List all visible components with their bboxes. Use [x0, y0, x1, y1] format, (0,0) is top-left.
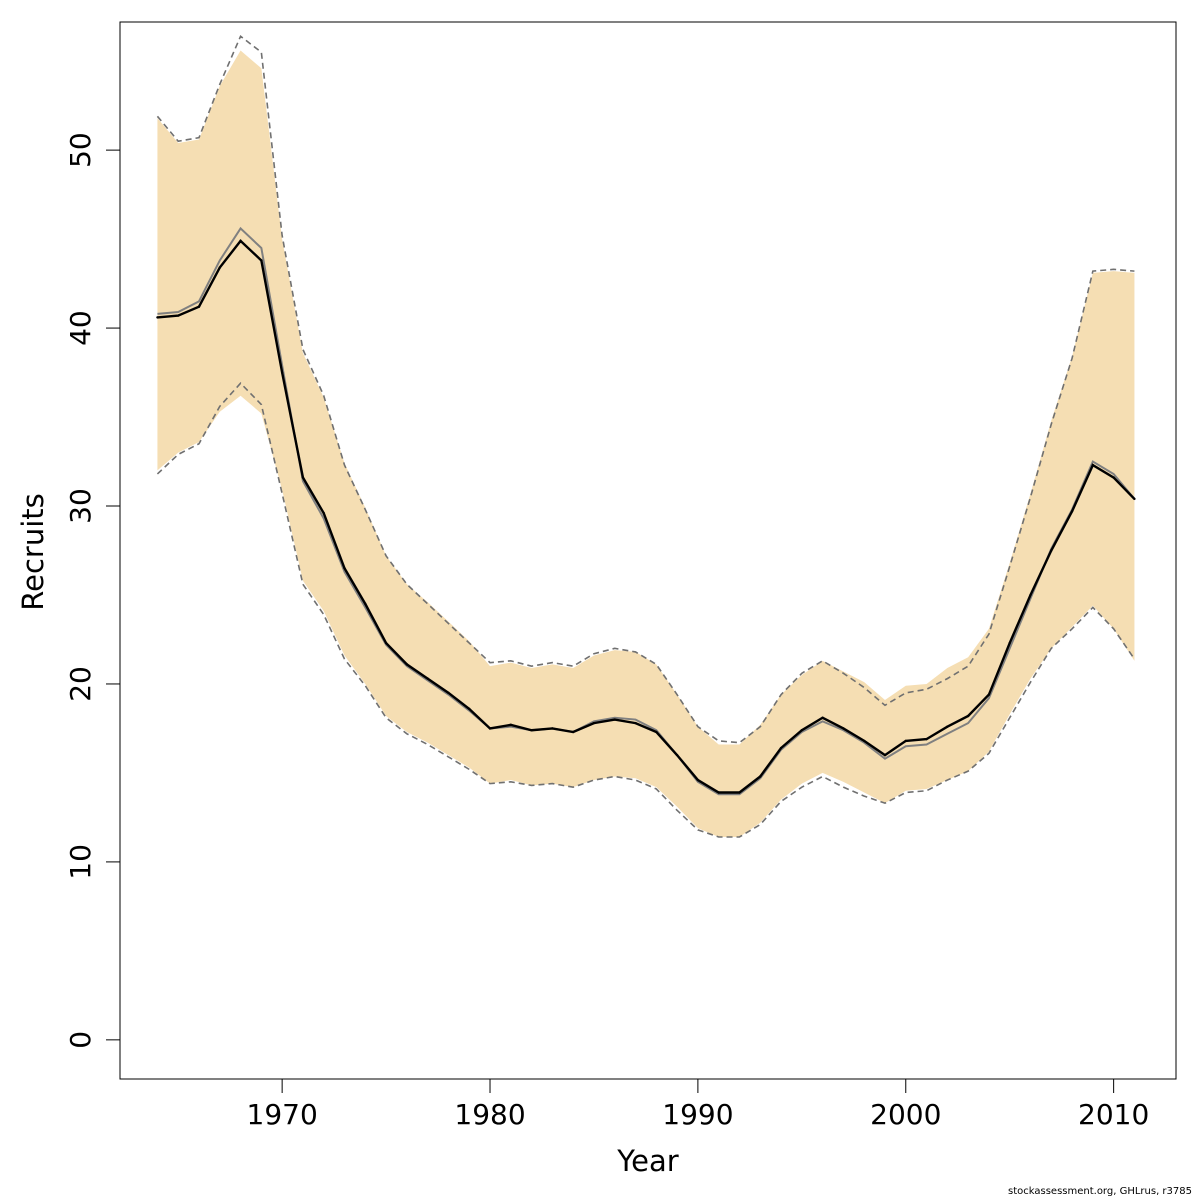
estimate-point-2010 [1112, 476, 1115, 479]
alt-estimate-line [157, 226, 1136, 796]
estimate-point-1970 [280, 371, 284, 374]
y-tick-label-0: 0 [64, 1031, 97, 1049]
estimate-points [156, 239, 1136, 794]
estimate-point-1987 [634, 721, 637, 725]
estimate-point-1980 [488, 727, 492, 730]
estimate-point-1968 [239, 239, 242, 243]
alt-upper-bound-line [156, 34, 1135, 744]
estimate-point-1991 [717, 791, 720, 794]
estimate-point-1990 [696, 778, 700, 782]
estimate-point-1979 [468, 707, 471, 711]
y-tick-label-30: 30 [64, 488, 97, 524]
y-tick-label-50: 50 [64, 132, 97, 168]
estimate-point-1992 [738, 791, 741, 794]
estimate-point-1966 [197, 305, 201, 308]
estimate-point-2006 [1029, 593, 1032, 597]
estimate-point-2009 [1091, 463, 1095, 467]
x-axis-title: Year [616, 1144, 678, 1178]
estimate-point-1984 [571, 730, 575, 734]
estimate-point-2011 [1133, 497, 1136, 501]
estimate-point-1983 [551, 727, 554, 730]
estimate-point-1965 [177, 314, 180, 317]
x-tick-label-2000: 2000 [870, 1098, 941, 1131]
estimate-point-1997 [842, 727, 845, 730]
estimate-point-1994 [779, 746, 783, 750]
y-tick-label-10: 10 [64, 844, 97, 880]
estimate-point-2002 [946, 725, 949, 728]
estimate-point-1964 [156, 316, 159, 319]
y-axis-title: Recruits [16, 493, 50, 610]
x-tick-label-1990: 1990 [662, 1098, 733, 1131]
estimate-point-1974 [364, 602, 367, 606]
estimate-point-1976 [405, 663, 409, 666]
footer-credit: stockassessment.org, GHLrus, r3785 [1008, 1186, 1192, 1197]
estimate-point-1977 [426, 677, 429, 680]
estimate-point-1972 [322, 511, 325, 515]
estimate-line [157, 239, 1136, 794]
estimate-point-2004 [987, 693, 991, 696]
x-axis: 1970 1980 1990 2000 2010 [247, 1078, 1149, 1131]
estimate-point-1971 [301, 476, 305, 479]
x-tick-label-2010: 2010 [1078, 1098, 1149, 1131]
y-tick-label-20: 20 [64, 666, 97, 702]
x-tick-label-1980: 1980 [454, 1098, 525, 1131]
estimate-point-2008 [1070, 510, 1074, 513]
estimate-point-1996 [821, 716, 824, 719]
y-axis: 0 10 20 30 40 50 [64, 132, 121, 1049]
estimate-point-2005 [1008, 641, 1011, 645]
estimate-point-1985 [592, 721, 596, 725]
estimate-point-2000 [904, 739, 907, 743]
estimate-point-2003 [966, 714, 970, 718]
estimate-point-1993 [759, 775, 762, 778]
estimate-point-1981 [509, 723, 513, 727]
estimate-point-1978 [447, 691, 450, 695]
estimate-point-1973 [343, 567, 346, 570]
estimate-point-1995 [800, 729, 804, 732]
estimate-point-1989 [675, 753, 679, 757]
estimate-point-1969 [260, 259, 263, 262]
estimate-point-2001 [925, 737, 928, 741]
y-tick-label-40: 40 [64, 310, 97, 346]
estimate-point-1988 [655, 730, 658, 734]
estimate-point-1986 [613, 718, 616, 721]
x-tick-label-1970: 1970 [247, 1098, 318, 1131]
estimate-point-1982 [530, 729, 533, 732]
estimate-point-1967 [218, 266, 221, 269]
estimate-point-2007 [1050, 549, 1053, 552]
estimate-point-1999 [883, 753, 887, 757]
estimate-point-1998 [862, 739, 866, 743]
estimate-point-1975 [384, 641, 388, 645]
alt-lower-bound-line [156, 382, 1136, 838]
confidence-band [157, 50, 1135, 837]
